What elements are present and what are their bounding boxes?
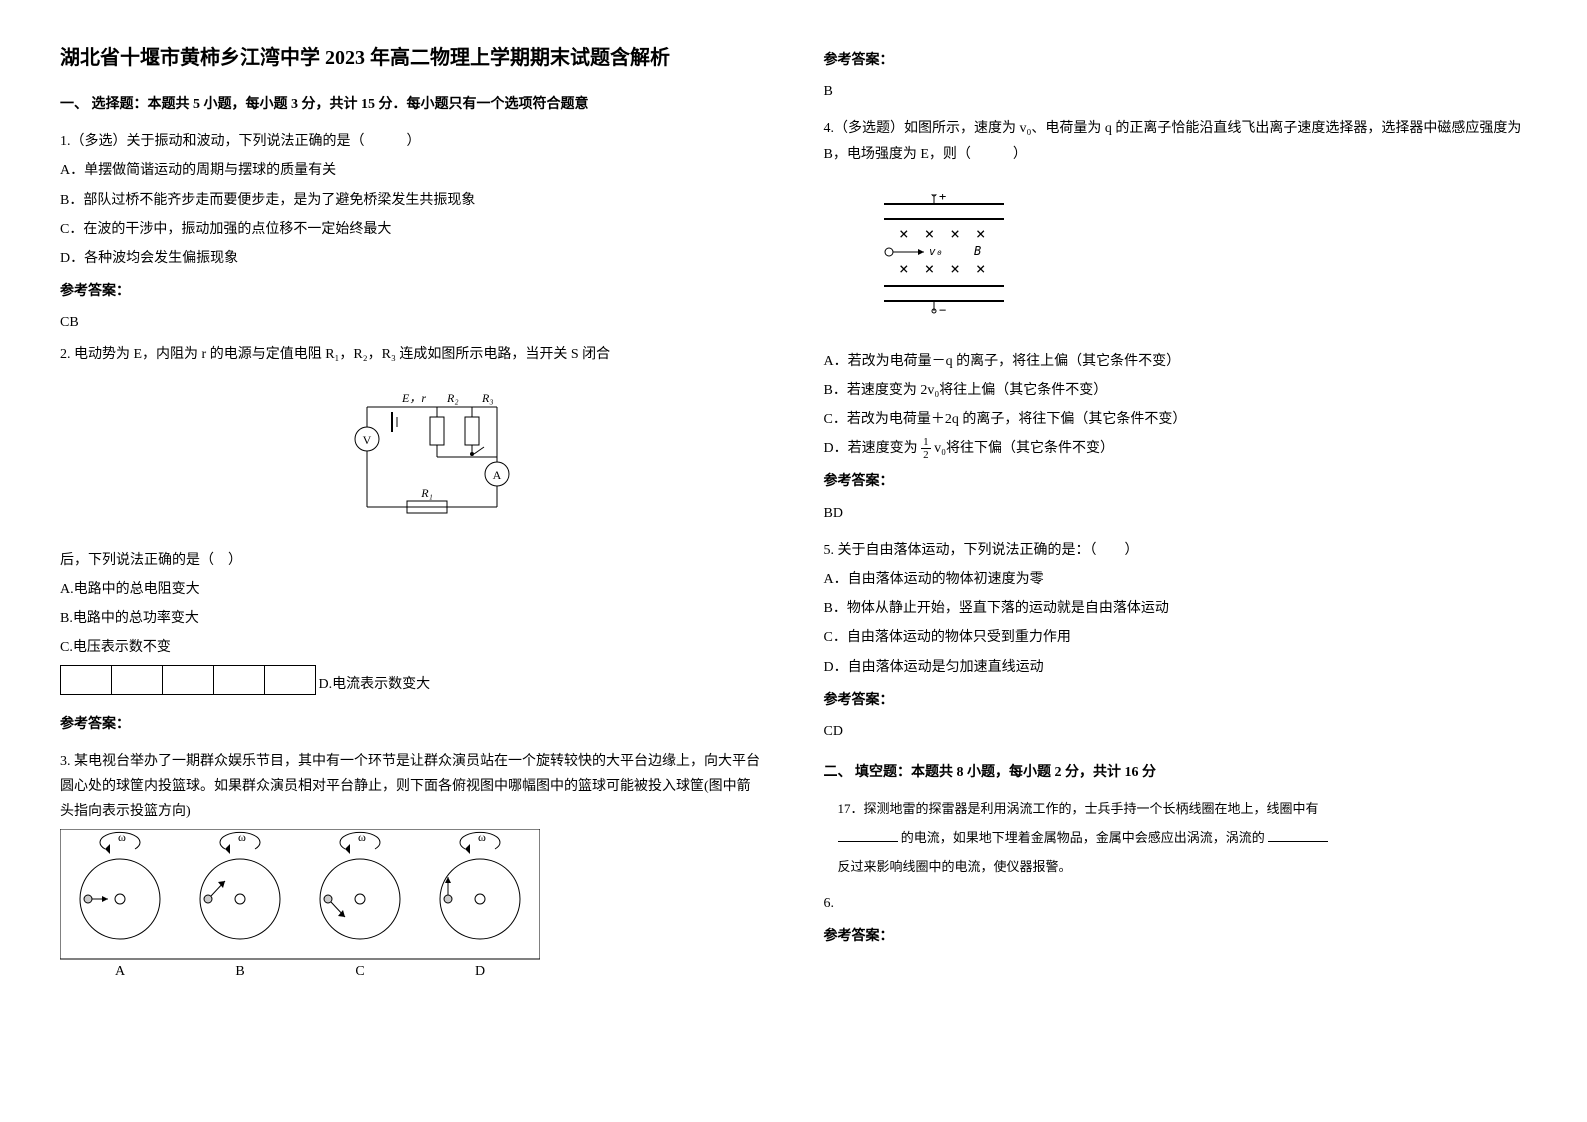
q4-answer: BD (824, 501, 1528, 526)
q5-optA: A．自由落体运动的物体初速度为零 (824, 567, 1528, 592)
q1-optA: A．单摆做简谐运动的周期与摆球的质量有关 (60, 158, 764, 183)
q4-optD: D．若速度变为 1 2 v₀将往下偏（其它条件不变） (824, 436, 1528, 461)
q6-answer-label: 参考答案： (824, 924, 1528, 949)
q4-optA: A．若改为电荷量－q 的离子，将往上偏（其它条件不变） (824, 349, 1528, 374)
svg-text:−: − (939, 303, 946, 314)
blank-1 (838, 827, 898, 842)
q2-optD: D.电流表示数变大 (319, 676, 431, 691)
section2-header: 二、 填空题：本题共 8 小题，每小题 2 分，共计 16 分 (824, 760, 1528, 785)
page-title: 湖北省十堰市黄柿乡江湾中学 2023 年高二物理上学期期末试题含解析 (60, 40, 764, 76)
q5-answer-label: 参考答案： (824, 688, 1528, 713)
r3-label: R₃ (481, 391, 494, 405)
q5-answer: CD (824, 719, 1528, 744)
voltmeter-label: V (362, 433, 371, 447)
q3-labelA: A (115, 964, 126, 979)
r2-label: R₂ (446, 391, 459, 405)
frac-den: 2 (921, 449, 931, 461)
q6-line1: 17．探测地雷的探雷器是利用涡流工作的，士兵手持一个长柄线圈在地上，线圈中有 (838, 801, 1319, 816)
q3-figure: ω A ω B ω (60, 829, 764, 988)
q6-line2: 的电流，如果地下埋着金属物品，金属中会感应出涡流，涡流的 (901, 830, 1265, 845)
selector-diagram: + × × × × v₀ B × × × × − (824, 175, 1528, 341)
q2-stem-suffix: 后，下列说法正确的是（ ） (60, 548, 764, 573)
blank-row (60, 665, 315, 704)
q4-stem: 4.（多选题）如图所示，速度为 v₀、电荷量为 q 的正离子恰能沿直线飞出离子速… (824, 116, 1528, 166)
q2-answer-label: 参考答案： (60, 712, 764, 737)
q6-line3: 反过来影响线圈中的电流，使仪器报警。 (838, 853, 1528, 882)
svg-text:× × × ×: × × × × (899, 259, 986, 278)
q3-stem: 3. 某电视台举办了一期群众娱乐节目，其中有一个环节是让群众演员站在一个旋转较快… (60, 749, 764, 825)
q4-optD-prefix: D．若速度变为 (824, 441, 918, 456)
section1-header: 一、 选择题：本题共 5 小题，每小题 3 分，共计 15 分．每小题只有一个选… (60, 92, 764, 117)
blank-2 (1268, 827, 1328, 842)
q5-stem: 5. 关于自由落体运动，下列说法正确的是：（ ） (824, 538, 1528, 563)
q1-optB: B．部队过桥不能齐步走而要便步走，是为了避免桥梁发生共振现象 (60, 188, 764, 213)
q1-optC: C．在波的干涉中，振动加强的点位移不一定始终最大 (60, 217, 764, 242)
q6-body: 17．探测地雷的探雷器是利用涡流工作的，士兵手持一个长柄线圈在地上，线圈中有 的… (824, 795, 1528, 881)
q4-optD-suffix: v₀将往下偏（其它条件不变） (934, 441, 1114, 456)
q2-optC: C.电压表示数不变 (60, 635, 764, 660)
q3-answer-label: 参考答案： (824, 48, 1528, 73)
q1-answer-label: 参考答案： (60, 279, 764, 304)
q2-stem-prefix: 2. 电动势为 E，内阻为 r 的电源与定值电阻 R₁，R₂，R₃ 连成如图所示… (60, 347, 610, 362)
q1-answer: CB (60, 310, 764, 335)
q4-answer-label: 参考答案： (824, 469, 1528, 494)
r1-label: R₁ (420, 486, 433, 500)
q3-labelD: D (475, 964, 485, 979)
svg-text:B: B (974, 244, 981, 258)
circuit-diagram: V E，r R₂ R₃ A (297, 377, 527, 526)
q1-stem: 1.（多选）关于振动和波动，下列说法正确的是（ ） (60, 129, 764, 154)
q3-labelB: B (235, 964, 244, 979)
q6-number: 6. (824, 896, 835, 911)
q3-answer: B (824, 79, 1528, 104)
svg-text:× × × ×: × × × × (899, 224, 986, 243)
q5-optC: C．自由落体运动的物体只受到重力作用 (824, 625, 1528, 650)
source-label: E，r (401, 391, 426, 405)
frac-num: 1 (921, 436, 931, 449)
q2-optA: A.电路中的总电阻变大 (60, 577, 764, 602)
q5-optB: B．物体从静止开始，竖直下落的运动就是自由落体运动 (824, 596, 1528, 621)
q4-optB: B．若速度变为 2v₀将往上偏（其它条件不变） (824, 378, 1528, 403)
svg-text:+: + (939, 194, 946, 203)
q1-optD: D．各种波均会发生偏振现象 (60, 246, 764, 271)
svg-text:v₀: v₀ (929, 245, 942, 258)
q5-optD: D．自由落体运动是匀加速直线运动 (824, 655, 1528, 680)
ammeter-label: A (492, 468, 501, 482)
q3-labelC: C (355, 964, 364, 979)
q4-optC: C．若改为电荷量＋2q 的离子，将往下偏（其它条件不变） (824, 407, 1528, 432)
q2-optB: B.电路中的总功率变大 (60, 606, 764, 631)
